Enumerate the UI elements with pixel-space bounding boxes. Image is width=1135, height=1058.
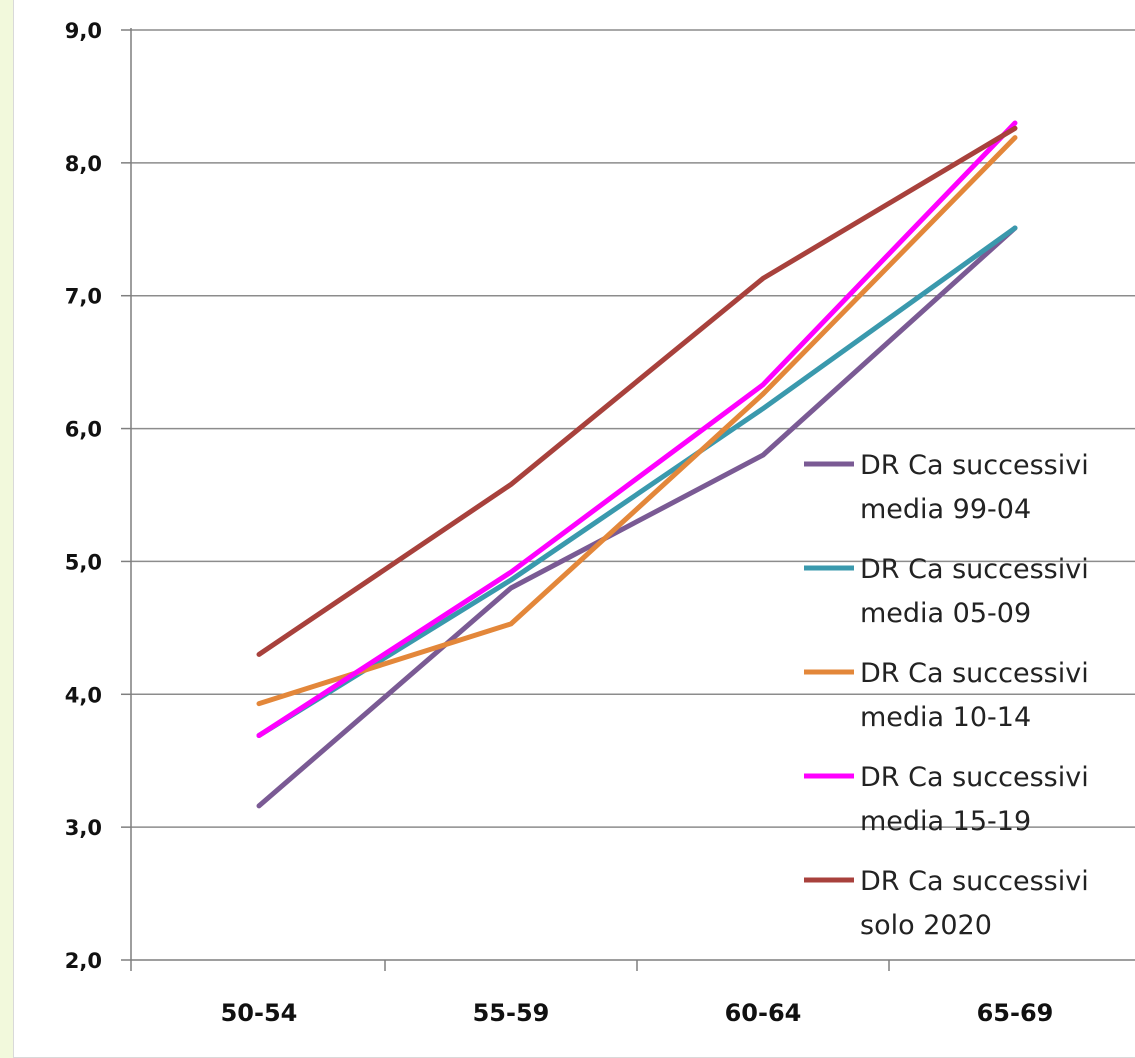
x-tick-label: 65-69: [977, 999, 1054, 1027]
legend-label: solo 2020: [860, 910, 992, 941]
series-line: [256, 225, 1018, 809]
y-tick-label: 3,0: [65, 816, 102, 840]
series-line: [256, 225, 1018, 738]
legend-label: media 15-19: [860, 806, 1031, 837]
series-line: [256, 125, 1018, 657]
legend-label: media 10-14: [860, 702, 1031, 733]
series-line: [256, 120, 1018, 738]
y-tick-label: 4,0: [65, 683, 102, 707]
legend-label: media 99-04: [860, 494, 1031, 525]
y-tick-label: 5,0: [65, 550, 102, 574]
y-tick-label: 9,0: [65, 19, 102, 43]
x-tick-label: 60-64: [725, 999, 802, 1027]
series-line: [256, 135, 1018, 707]
y-tick-label: 2,0: [65, 949, 102, 973]
legend-label: DR Ca successivi: [860, 866, 1089, 897]
tick-labels: 2,0 3,0 4,0 5,0 6,0 7,0 8,0 9,0 50-54 55-59 60-64 6…: [65, 19, 1054, 1027]
legend-label: DR Ca successivi: [860, 450, 1089, 481]
series-lines: [256, 120, 1018, 809]
legend-label: DR Ca successivi: [860, 554, 1089, 585]
line-chart: 2,0 3,0 4,0 5,0 6,0 7,0 8,0 9,0 50-54 55-59 60-64 6…: [65, 19, 1135, 1027]
gridlines: [131, 29, 1135, 828]
legend-label: DR Ca successivi: [860, 762, 1089, 793]
x-tick-label: 55-59: [473, 999, 550, 1027]
axes: [121, 28, 1135, 971]
legend: DR Ca successivi media 99-04 DR Ca success…: [804, 450, 1089, 941]
x-tick-label: 50-54: [221, 999, 298, 1027]
y-tick-label: 7,0: [65, 285, 102, 309]
legend-label: media 05-09: [860, 598, 1031, 629]
y-tick-label: 8,0: [65, 152, 102, 176]
y-tick-label: 6,0: [65, 418, 102, 442]
chart-area: 2,0 3,0 4,0 5,0 6,0 7,0 8,0 9,0 50-54 55-59 60-64 6…: [13, 0, 1135, 1058]
legend-label: DR Ca successivi: [860, 658, 1089, 689]
